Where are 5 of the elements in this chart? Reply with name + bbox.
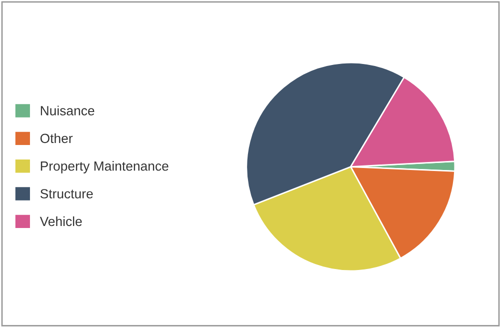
legend-label: Structure bbox=[40, 189, 93, 198]
legend-label: Property Maintenance bbox=[40, 161, 168, 174]
legend-label: Vehicle bbox=[40, 216, 82, 226]
legend-label: Nuisance bbox=[40, 106, 94, 116]
legend-label: Other bbox=[40, 133, 73, 144]
